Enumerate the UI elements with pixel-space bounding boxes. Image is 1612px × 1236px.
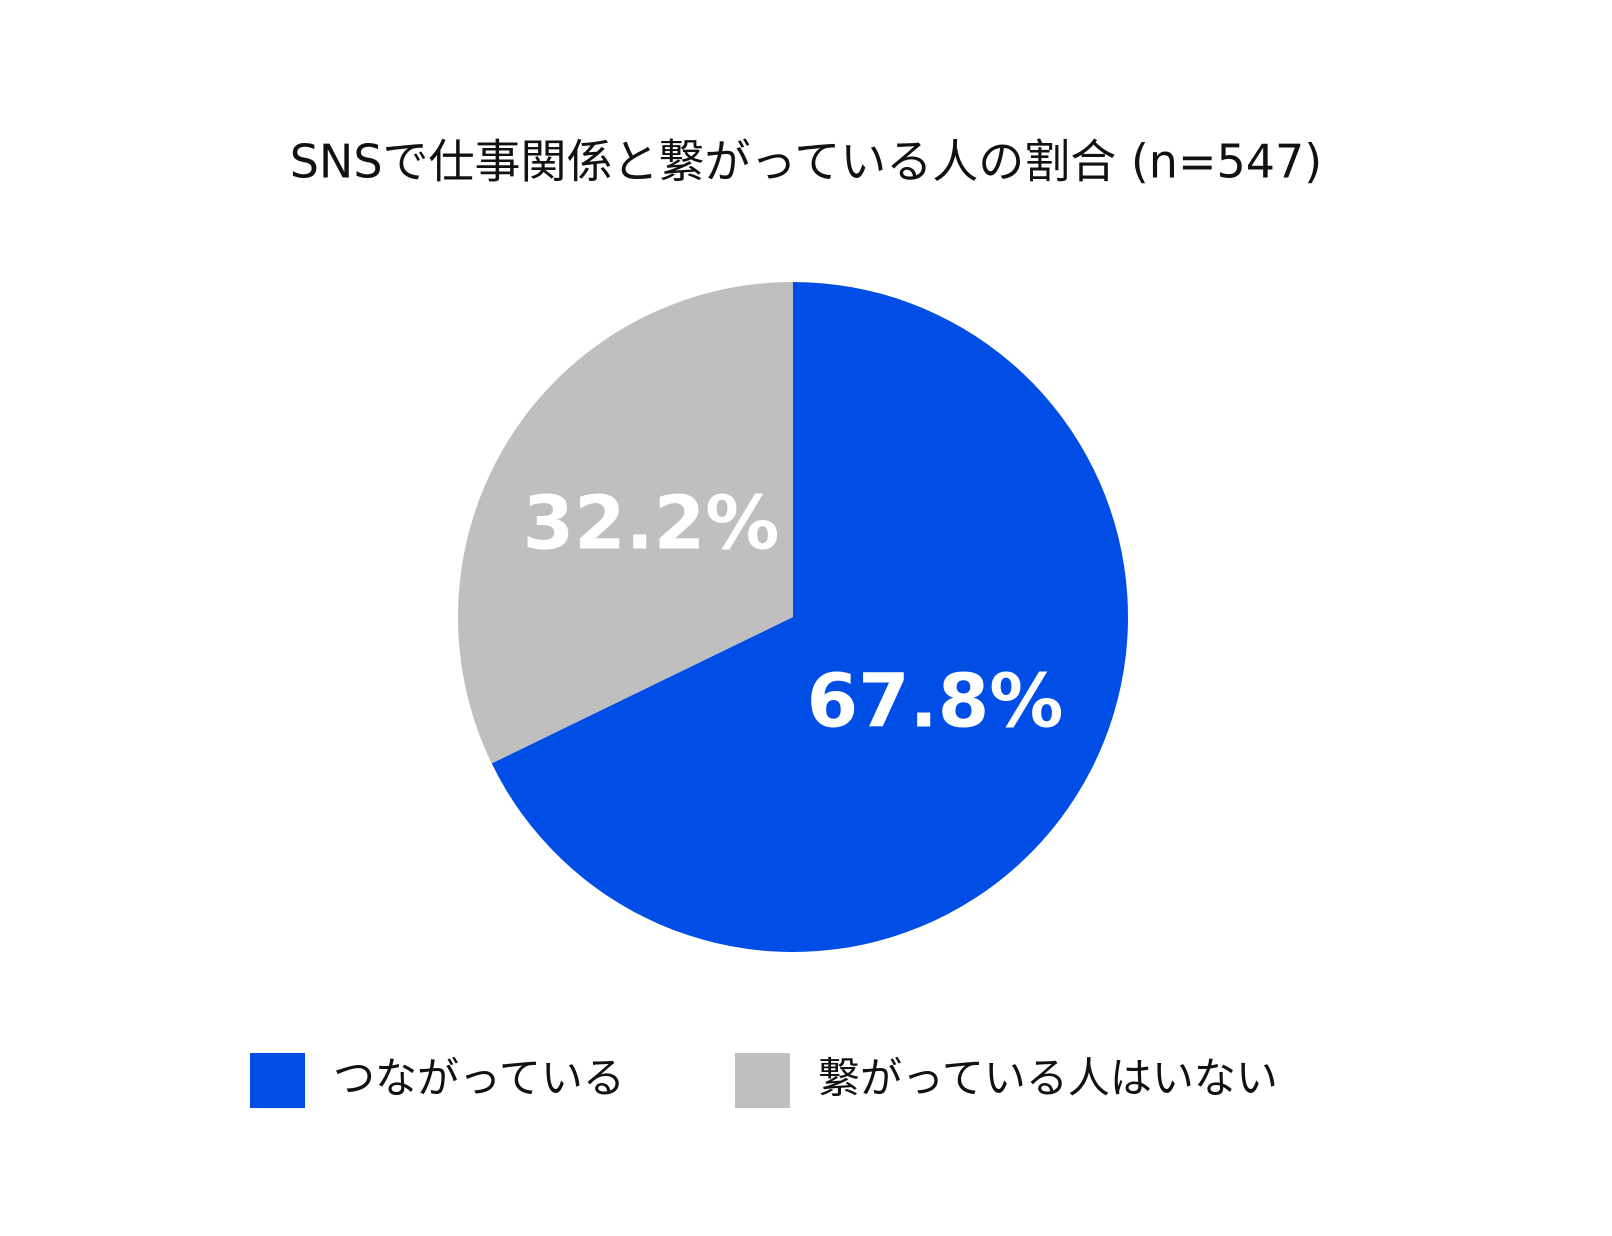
legend-label: つながっている bbox=[333, 1054, 625, 1103]
chart-title: SNSで仕事関係と繋がっている人の割合 (n=547) bbox=[290, 135, 1323, 189]
legend-swatch bbox=[735, 1053, 790, 1108]
pie-slice bbox=[491, 282, 1129, 952]
legend-label: 繋がっている人はいない bbox=[818, 1054, 1278, 1103]
pie-slice bbox=[458, 282, 793, 764]
data-label: 32.2% bbox=[523, 481, 780, 567]
legend-swatch bbox=[250, 1053, 305, 1108]
data-label: 67.8% bbox=[807, 658, 1064, 744]
